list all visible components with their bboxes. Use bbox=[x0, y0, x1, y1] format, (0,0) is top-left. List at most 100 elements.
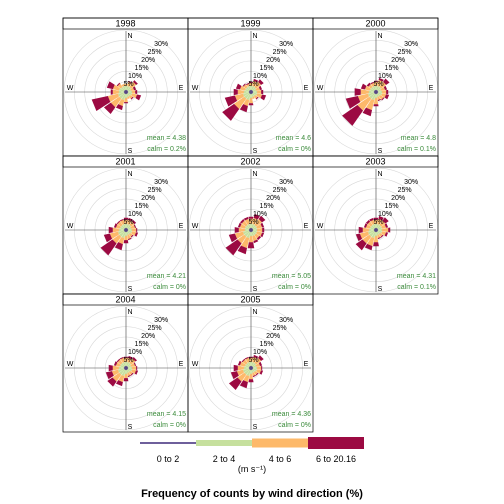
petal-segment bbox=[128, 90, 133, 94]
petal-segment bbox=[374, 230, 376, 233]
ring-label: 15% bbox=[135, 65, 149, 72]
petal-segment bbox=[369, 93, 375, 99]
petal-segment bbox=[253, 94, 258, 99]
petal-segment bbox=[122, 361, 126, 367]
ring-label: 5% bbox=[248, 357, 258, 364]
petal-segment bbox=[122, 85, 126, 91]
petal-segment bbox=[362, 107, 373, 117]
petal-segment bbox=[367, 92, 375, 97]
petal-segment bbox=[255, 86, 261, 91]
petal-segment bbox=[126, 365, 128, 368]
petal-segment bbox=[123, 90, 126, 92]
petal-segment bbox=[254, 233, 260, 239]
petal-segment bbox=[129, 358, 136, 365]
petal-segment bbox=[120, 362, 125, 367]
petal-segment bbox=[243, 84, 248, 89]
petal-segment bbox=[244, 356, 249, 360]
petal-segment bbox=[239, 361, 246, 367]
compass-e: E bbox=[304, 361, 309, 368]
petal-segment bbox=[119, 218, 124, 222]
petal-segment bbox=[373, 92, 376, 94]
petal-segment bbox=[123, 92, 126, 94]
panel-year: 2004 bbox=[115, 295, 135, 305]
petal-segment bbox=[374, 227, 376, 230]
petal-segment bbox=[248, 92, 251, 94]
petal-segment bbox=[251, 366, 254, 368]
petal-segment bbox=[377, 218, 383, 225]
petal-segment bbox=[247, 242, 255, 249]
petal-segment bbox=[243, 90, 249, 94]
petal-segment bbox=[250, 92, 252, 95]
petal-segment bbox=[377, 224, 382, 229]
petal-segment bbox=[130, 96, 134, 100]
petal-segment bbox=[128, 94, 133, 99]
petal-segment bbox=[239, 223, 246, 229]
petal-segment bbox=[375, 230, 377, 233]
petal-segment bbox=[105, 371, 114, 380]
petal-segment bbox=[134, 370, 139, 375]
petal-segment bbox=[253, 213, 260, 220]
petal-segment bbox=[378, 232, 383, 237]
petal-segment bbox=[115, 362, 121, 367]
petal-segment bbox=[373, 230, 376, 232]
compass-w: W bbox=[67, 223, 74, 230]
petal-segment bbox=[243, 374, 250, 383]
ring-label: 25% bbox=[398, 187, 412, 194]
petal-segment bbox=[383, 78, 390, 85]
ring-label: 15% bbox=[135, 341, 149, 348]
petal-segment bbox=[112, 372, 122, 382]
petal-segment bbox=[103, 233, 113, 243]
petal-segment bbox=[246, 231, 251, 239]
petal-segment bbox=[364, 243, 373, 251]
petal-segment bbox=[252, 365, 257, 368]
petal-segment bbox=[376, 229, 379, 231]
petal-segment bbox=[380, 86, 386, 91]
petal-segment bbox=[260, 222, 265, 228]
ring-label: 30% bbox=[279, 41, 293, 48]
calm-label: calm = 0% bbox=[153, 284, 186, 291]
petal-segment bbox=[371, 93, 376, 101]
petal-segment bbox=[386, 89, 389, 95]
petal-segment bbox=[130, 87, 135, 91]
petal-segment bbox=[252, 369, 256, 373]
petal-segment bbox=[249, 81, 253, 83]
petal-segment bbox=[370, 219, 375, 225]
petal-segment bbox=[381, 231, 387, 236]
petal-segment bbox=[251, 93, 254, 98]
petal-segment bbox=[251, 223, 255, 229]
petal-segment bbox=[126, 231, 129, 236]
petal-segment bbox=[126, 92, 129, 94]
petal-segment bbox=[253, 239, 259, 244]
petal-segment bbox=[115, 380, 123, 387]
petal-segment bbox=[357, 96, 372, 111]
petal-segment bbox=[252, 89, 257, 92]
petal-segment bbox=[376, 91, 379, 93]
petal-segment bbox=[123, 378, 129, 382]
panel-frame bbox=[187, 293, 314, 433]
petal-segment bbox=[124, 374, 128, 379]
petal-segment bbox=[126, 230, 129, 232]
petal-segment bbox=[118, 98, 125, 107]
petal-segment bbox=[125, 230, 127, 233]
ring-label: 10% bbox=[378, 73, 392, 80]
petal-segment bbox=[132, 356, 138, 362]
petal-segment bbox=[107, 377, 117, 387]
petal-segment bbox=[224, 95, 238, 107]
petal-segment bbox=[384, 232, 389, 237]
compass-w: W bbox=[317, 223, 324, 230]
petal-segment bbox=[118, 88, 125, 92]
petal-segment bbox=[119, 369, 125, 375]
petal-segment bbox=[108, 364, 113, 372]
petal-segment bbox=[237, 234, 247, 244]
petal-segment bbox=[372, 223, 376, 229]
compass-s: S bbox=[378, 286, 383, 293]
petal-segment bbox=[103, 102, 116, 115]
petal-segment bbox=[237, 89, 244, 95]
petal-segment bbox=[368, 228, 374, 232]
compass-s: S bbox=[253, 424, 258, 431]
petal-segment bbox=[246, 93, 251, 101]
petal-segment bbox=[367, 221, 373, 227]
petal-segment bbox=[256, 223, 263, 229]
compass-n: N bbox=[127, 309, 132, 316]
